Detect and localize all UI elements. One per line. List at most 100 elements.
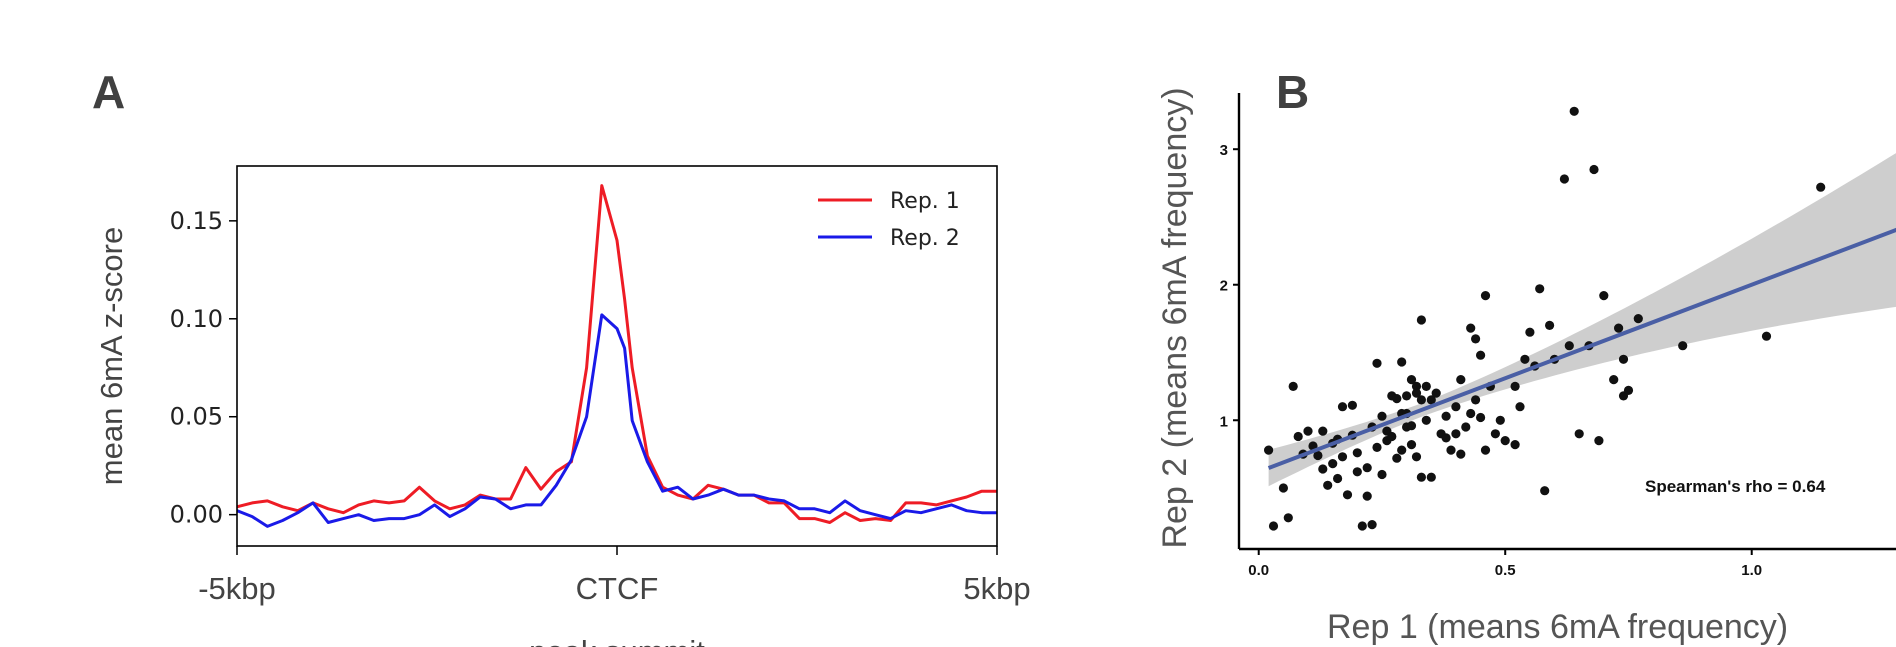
panel-a-y-tick-label: 0.00 [170, 501, 223, 529]
panel-b-data-point [1362, 463, 1372, 473]
panel-b-spearman-annotation: Spearman's rho = 0.64 [1645, 477, 1826, 496]
panel-a-y-axis-title: mean 6mA z-score [94, 227, 129, 485]
panel-a-x-axis: -5kbp CTCF 5kbp [198, 546, 1031, 606]
panel-b-x-axis: 0.0 0.5 1.0 [1248, 549, 1762, 579]
panel-b-data-point [1303, 426, 1313, 436]
panel-b-data-point [1377, 411, 1387, 421]
panel-a-legend-label: Rep. 2 [890, 226, 960, 251]
panel-b-data-point [1471, 395, 1481, 405]
panel-b-data-point [1500, 436, 1510, 446]
panel-b-data-point [1372, 442, 1382, 452]
panel-b-data-point [1441, 433, 1451, 443]
panel-a-x-tick-label: CTCF [576, 571, 659, 606]
panel-b-data-point [1451, 402, 1461, 412]
panel-a-series-line-rep-2 [237, 313, 997, 528]
panel-b-data-point [1416, 395, 1426, 405]
panel-b-scatter-chart: B 1 2 3 0.0 0.5 1.0 Spearman's rho = 0.64 Re… [1156, 66, 1896, 646]
panel-b-fit-group [1267, 227, 1896, 470]
panel-b-data-point [1451, 429, 1461, 439]
panel-b-data-point [1466, 323, 1476, 333]
panel-b-data-point [1520, 354, 1530, 364]
panel-b-data-point [1278, 483, 1288, 493]
panel-b-data-point [1411, 381, 1422, 391]
panel-b-data-point [1515, 402, 1525, 412]
panel-b-data-point [1264, 445, 1274, 455]
panel-a-x-tick-label: 5kbp [963, 571, 1030, 606]
panel-b-data-point [1283, 513, 1293, 523]
panel-b-data-point [1318, 426, 1328, 436]
panel-a-x-axis-title: peak summit [529, 634, 705, 647]
panel-a-x-tick-label: -5kbp [198, 571, 276, 606]
panel-b-data-point [1510, 381, 1520, 391]
panel-b-data-point [1333, 473, 1343, 484]
panel-b-regression-line [1267, 227, 1896, 470]
panel-b-data-point [1525, 327, 1535, 337]
panel-b-data-point [1510, 440, 1520, 450]
panel-b-y-tick-label: 2 [1220, 278, 1228, 295]
panel-b-confidence-band [1268, 153, 1896, 487]
panel-b-data-point [1313, 450, 1323, 461]
panel-b-data-point [1431, 388, 1441, 398]
panel-a-y-axis: 0.00 0.05 0.10 0.15 [170, 207, 237, 529]
panel-b-data-point [1446, 445, 1456, 455]
panel-a-label: A [92, 66, 125, 118]
panel-b-x-tick-label: 1.0 [1741, 562, 1762, 579]
panel-b-data-point [1352, 467, 1362, 477]
panel-b-label: B [1276, 66, 1309, 118]
panel-b-data-point [1476, 350, 1486, 360]
panel-b-data-point [1397, 445, 1407, 455]
panel-b-data-point [1352, 448, 1362, 458]
panel-b-data-point [1426, 395, 1436, 405]
panel-b-data-point [1426, 472, 1436, 482]
panel-b-data-point [1609, 375, 1619, 385]
panel-b-x-axis-title: Rep 1 (means 6mA frequency) [1327, 608, 1788, 646]
panel-a-series-line-rep-1 [237, 184, 997, 524]
panel-b-data-point [1633, 314, 1643, 324]
panel-b-data-point [1288, 381, 1298, 391]
panel-b-data-point [1564, 341, 1574, 351]
panel-b-data-point [1406, 375, 1417, 385]
panel-a-legend: Rep. 1 Rep. 2 [818, 189, 960, 251]
panel-b-data-point [1678, 341, 1688, 351]
panel-a-legend-label: Rep. 1 [890, 189, 960, 214]
panel-b-data-point [1559, 174, 1569, 184]
panel-b-data-point [1392, 394, 1402, 404]
panel-b-data-point [1372, 358, 1382, 368]
panel-a-line-chart: A 0.00 0.05 0.10 0.15 -5kbp CTCF 5kbp mean 6m… [92, 66, 1031, 647]
panel-b-y-axis: 1 2 3 [1220, 142, 1239, 430]
panel-b-data-point [1416, 315, 1426, 325]
panel-b-data-point [1599, 291, 1609, 301]
panel-b-data-point [1466, 408, 1476, 419]
panel-b-data-point [1357, 521, 1367, 531]
panel-b-data-point [1569, 106, 1579, 116]
panel-b-data-point [1441, 411, 1451, 421]
panel-b-data-point [1406, 421, 1417, 431]
panel-b-data-point [1268, 521, 1279, 531]
panel-a-frame [236, 165, 998, 547]
panel-b-data-point [1461, 422, 1471, 432]
panel-b-data-point [1392, 453, 1402, 463]
panel-a-y-tick-label: 0.05 [170, 403, 223, 431]
panel-b-data-point [1456, 449, 1466, 459]
panel-b-data-point [1594, 436, 1604, 446]
panel-b-data-point [1545, 320, 1555, 330]
panel-b-data-point [1337, 402, 1348, 412]
panel-b-data-point [1318, 464, 1328, 474]
panel-b-data-point [1540, 486, 1550, 496]
panel-b-data-point [1397, 357, 1407, 367]
panel-b-data-point [1574, 429, 1584, 439]
panel-b-data-point [1342, 490, 1353, 500]
panel-b-data-point [1614, 323, 1624, 333]
panel-b-data-point [1328, 459, 1338, 469]
panel-b-y-tick-label: 3 [1220, 142, 1228, 159]
panel-b-x-tick-label: 0.5 [1495, 562, 1516, 579]
panel-b-data-point [1456, 375, 1466, 385]
panel-a-series-group [237, 184, 997, 528]
panel-b-data-point [1421, 415, 1431, 425]
panel-b-data-point [1490, 429, 1500, 439]
panel-b-data-point [1816, 182, 1826, 192]
panel-b-data-point [1411, 388, 1422, 398]
panel-b-data-point [1480, 445, 1491, 455]
panel-b-y-axis-title: Rep 2 (means 6mA frequency) [1156, 87, 1194, 548]
